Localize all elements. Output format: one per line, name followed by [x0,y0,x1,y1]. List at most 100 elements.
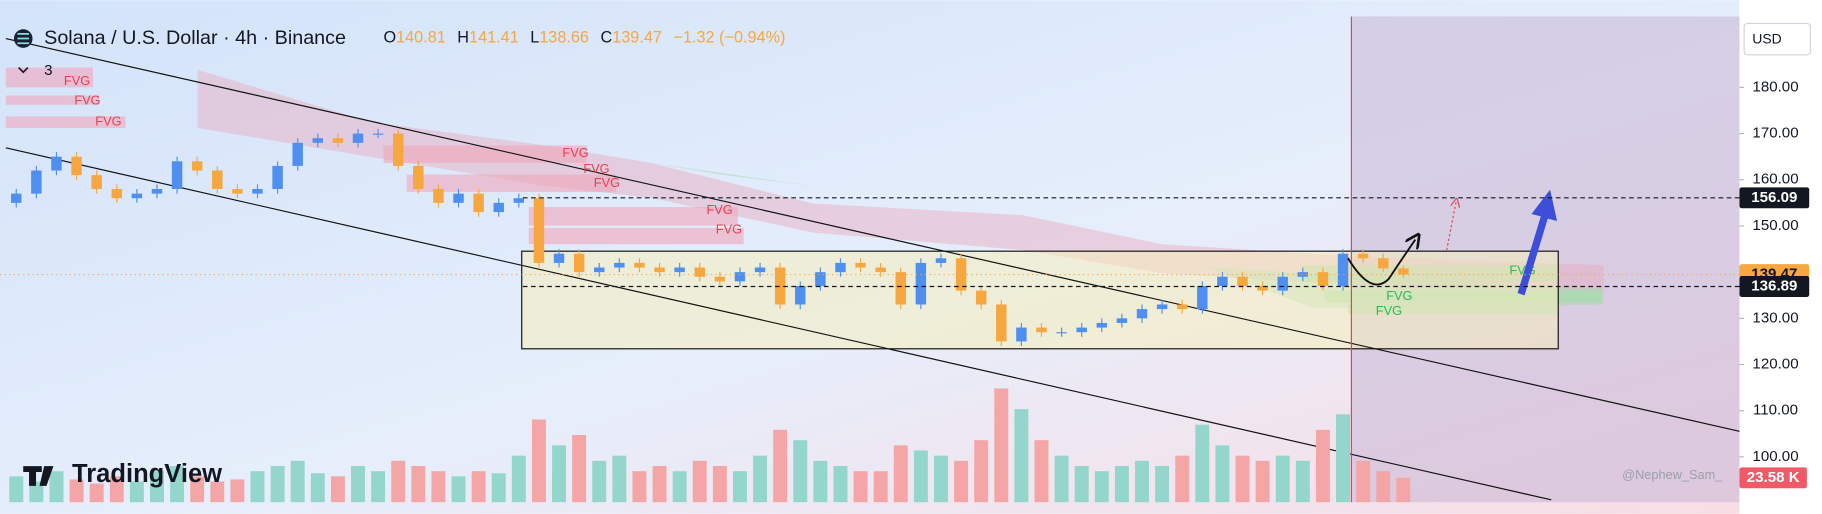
candle-body [875,267,886,273]
candle-body [1297,272,1309,277]
volume-bar [1155,466,1170,503]
volume-bar [853,471,868,503]
candle-body [1257,286,1268,291]
volume-bar [612,455,627,503]
candle-body [533,198,545,263]
candle-body [1096,322,1108,328]
volume-bar [1255,460,1270,503]
volume-bar [712,466,727,503]
candle-body [212,170,223,189]
volume-bar [150,471,164,503]
volume-bar [511,455,526,503]
volume-tag-label: 23.58 K [1747,469,1800,486]
volume-bar [391,460,406,503]
candle-body [31,170,42,194]
candle-body [413,165,424,189]
volume-bar [1275,455,1290,503]
candle-body [171,161,183,189]
y-tick-label: 180.00 [1752,78,1798,95]
candle-body [1237,276,1248,286]
volume-bar [1295,460,1310,503]
volume-bar [1114,466,1129,503]
volume-bar [69,479,84,503]
candle-body [855,262,866,268]
volume-bar [471,471,486,503]
projection-arrow [1347,240,1415,286]
ohlc-change: −1.32 (−0.94%) [673,29,785,47]
candle-body [996,304,1007,342]
volume-bar [190,476,205,503]
ohlc-value: 139.47 [612,29,662,47]
volume-bar [351,466,365,503]
ohlc-key: L [530,29,539,47]
candle-body [91,175,102,189]
volume-bar [632,471,647,503]
candle-body [1076,327,1087,333]
candle-body [694,267,705,277]
candle-body [392,133,404,166]
candle-body [573,253,585,273]
candle-body [634,262,645,268]
volume-bar [1336,414,1350,503]
candle-body [1116,318,1128,323]
volume-bar [934,455,948,503]
volume-bar [431,471,446,503]
candle-body [754,267,766,273]
channel-upper [5,37,1740,432]
candle-body [1337,253,1349,287]
brand: TradingView [72,460,222,488]
fvg-label: FVG [583,161,609,176]
volume-tag [1739,467,1807,489]
volume-bar [833,466,848,503]
candle-body [955,258,967,291]
fvg-label: FVG [594,175,620,190]
indicator-count[interactable]: 3 [44,62,52,79]
candle-body [674,267,685,273]
ohlc-value: 138.66 [539,29,589,47]
candle-body [594,267,605,273]
fvg-label: FVG [64,73,90,88]
volume-bar [1054,455,1069,503]
fvg-label: FVG [562,145,588,160]
fvg-label: FVG [706,202,732,217]
projection-arrow-dotted [1446,202,1456,251]
candle-body [312,138,324,143]
volume-bar [1034,440,1049,503]
price-axis [1739,0,1822,514]
volume-bar [994,388,1009,503]
projection-arrow-blue [1517,189,1558,296]
y-tick-label: 160.00 [1752,171,1798,188]
candle-body [232,188,243,194]
ohlc: O140.81 H141.41 L138.66 C139.47 −1.32 (−… [383,29,785,47]
candle-body [1056,332,1067,334]
volume-bar [210,481,225,503]
candle-body [71,156,82,176]
currency[interactable]: USD [1752,30,1781,46]
candle-body [433,188,444,203]
chart-title: Solana / U.S. Dollar · 4h · Binance [44,27,346,49]
ohlc-key: O [383,29,396,47]
price-tag [1739,276,1810,297]
brand-logo [23,466,54,486]
candle-body [915,262,927,305]
candle-body [815,272,826,287]
volume-bar [913,450,928,503]
volume-bar [732,471,747,503]
ohlc-value: 140.81 [396,29,446,47]
candle-body [734,272,746,282]
y-tick-label: 130.00 [1752,309,1798,326]
candle-body [1277,276,1288,291]
volume-bar [451,476,466,503]
fvg-boxes [5,67,744,245]
price-tag [1739,187,1810,209]
candle-body [473,193,484,213]
currency-button[interactable] [1743,22,1811,56]
collapse-icon[interactable] [18,67,29,74]
volume-bar [531,419,546,503]
candle-body [453,193,464,203]
candle-body [372,133,384,135]
fvg-labels: FVG FVG FVG FVG FVG FVG FVG FVG FVG FVG … [64,73,1536,318]
volume-bar [974,440,989,503]
candle-body [51,156,62,171]
